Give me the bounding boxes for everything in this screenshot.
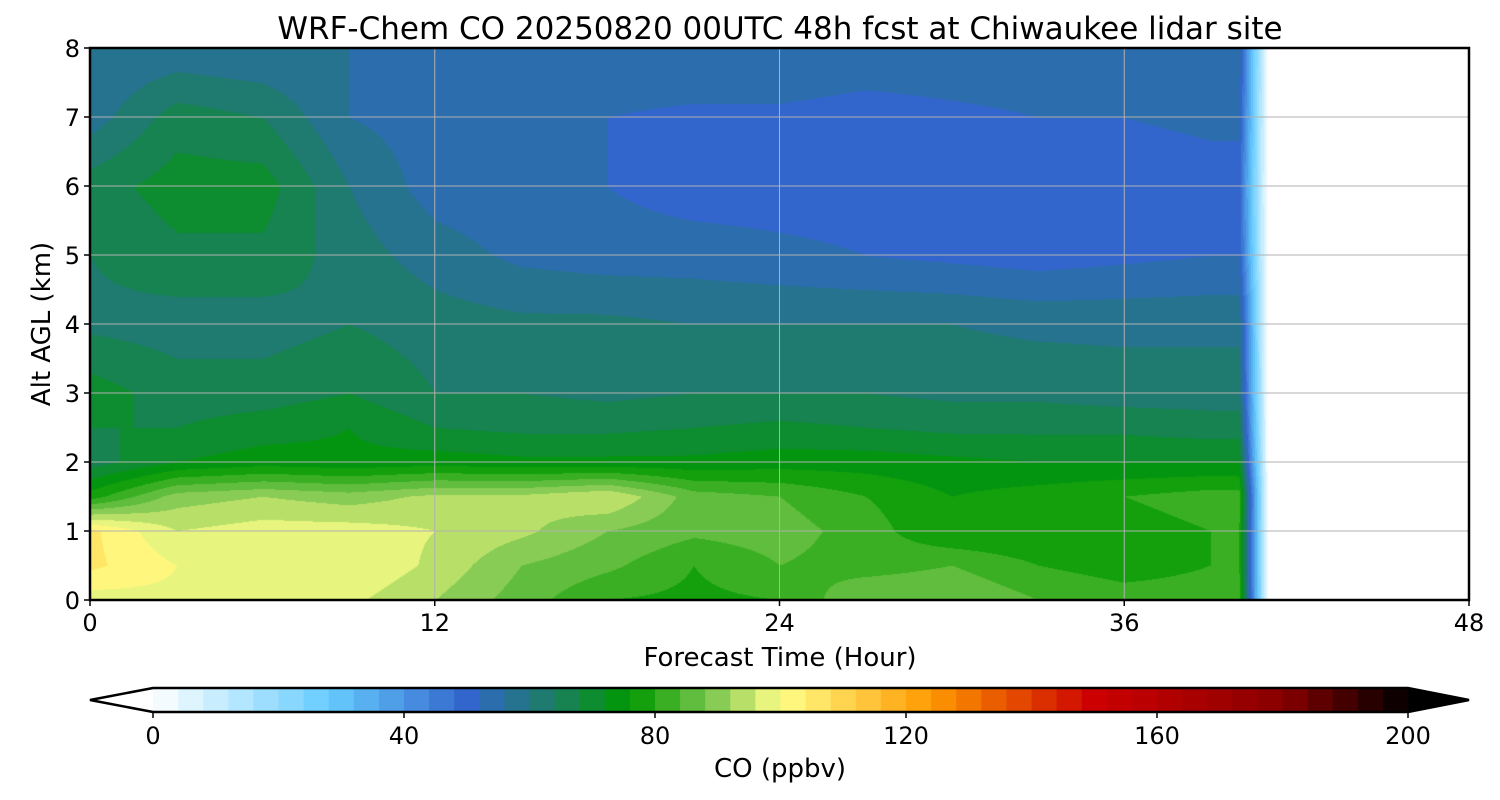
colorbar [89,686,1470,718]
y-tick-label: 8 [65,35,80,63]
colorbar-bin [830,688,857,712]
x-tick-label: 0 [82,609,97,637]
colorbar-extend-max [1408,688,1469,712]
colorbar-bin [1357,688,1384,712]
colorbar-bin [353,688,380,712]
colorbar-bin [680,688,706,712]
colorbar-bin [1282,688,1309,712]
colorbar-bin [278,688,305,712]
colorbar-bin [780,688,807,712]
y-tick-label: 3 [65,380,80,408]
plot-frame [88,46,1471,602]
colorbar-bin [705,688,731,712]
colorbar-bin [1081,688,1108,712]
colorbar-bin [1207,688,1233,712]
colorbar-bin [529,688,556,712]
colorbar-bin [479,688,505,712]
gridlines [84,47,1470,606]
y-tick-label: 0 [65,587,80,615]
colorbar-tick-label: 0 [145,722,160,750]
colorbar-bin [253,688,280,712]
colorbar-extend-min [90,688,153,712]
colorbar-bin [178,688,204,712]
colorbar-bin [1332,688,1359,712]
colorbar-bin [203,688,229,712]
chart-title: WRF-Chem CO 20250820 00UTC 48h fcst at C… [277,11,1282,47]
colorbar-bin [153,688,179,712]
y-axis-ticks: 0 1 2 3 4 5 6 7 8 [65,35,80,615]
colorbar-bin [629,688,656,712]
colorbar-bin [303,688,330,712]
y-tick-label: 7 [65,104,80,132]
colorbar-bin [429,688,455,712]
x-tick-label: 12 [419,609,450,637]
colorbar-bin [1131,688,1158,712]
colorbar-bin [1006,688,1033,712]
colorbar-bin [1382,688,1409,712]
colorbar-bin [504,688,531,712]
colorbar-tick-label: 120 [883,722,929,750]
colorbar-bin [1257,688,1284,712]
colorbar-bin [655,688,681,712]
y-tick-label: 2 [65,449,80,477]
colorbar-bin [579,688,606,712]
colorbar-bin [855,688,882,712]
colorbar-bin [454,688,480,712]
colorbar-bin [956,688,982,712]
colorbar-bin [1031,688,1058,712]
colorbar-bin [880,688,907,712]
y-tick-label: 5 [65,242,80,270]
x-axis-label: Forecast Time (Hour) [643,643,916,673]
colorbar-bin [328,688,355,712]
colorbar-tick-label: 200 [1385,722,1431,750]
x-tick-label: 36 [1109,609,1140,637]
y-tick-label: 6 [65,173,80,201]
colorbar-bin [1307,688,1334,712]
colorbar-bin [1056,688,1083,712]
colorbar-bin [730,688,756,712]
colorbar-tick-label: 80 [640,722,671,750]
colorbar-bin [1157,688,1183,712]
colorbar-label: CO (ppbv) [714,754,846,784]
y-tick-label: 1 [65,518,80,546]
colorbar-bin [906,688,932,712]
colorbar-bin [378,688,405,712]
x-tick-label: 24 [764,609,795,637]
colorbar-bin [1232,688,1258,712]
colorbar-bin [228,688,254,712]
colorbar-bin [1182,688,1208,712]
colorbar-bin [755,688,782,712]
colorbar-bin [1106,688,1133,712]
colorbar-bin [931,688,957,712]
x-tick-label: 48 [1454,609,1485,637]
colorbar-bin [554,688,581,712]
colorbar-bin [404,688,430,712]
colorbar-tick-label: 40 [389,722,420,750]
colorbar-bin [805,688,832,712]
x-axis-ticks: 0 12 24 36 48 [82,609,1484,637]
colorbar-bin [981,688,1007,712]
colorbar-bin [604,688,631,712]
colorbar-tick-label: 160 [1134,722,1180,750]
y-tick-label: 4 [65,311,80,339]
colorbar-ticks: 0 40 80 120 160 200 [145,722,1431,750]
y-axis-label: Alt AGL (km) [27,242,57,406]
